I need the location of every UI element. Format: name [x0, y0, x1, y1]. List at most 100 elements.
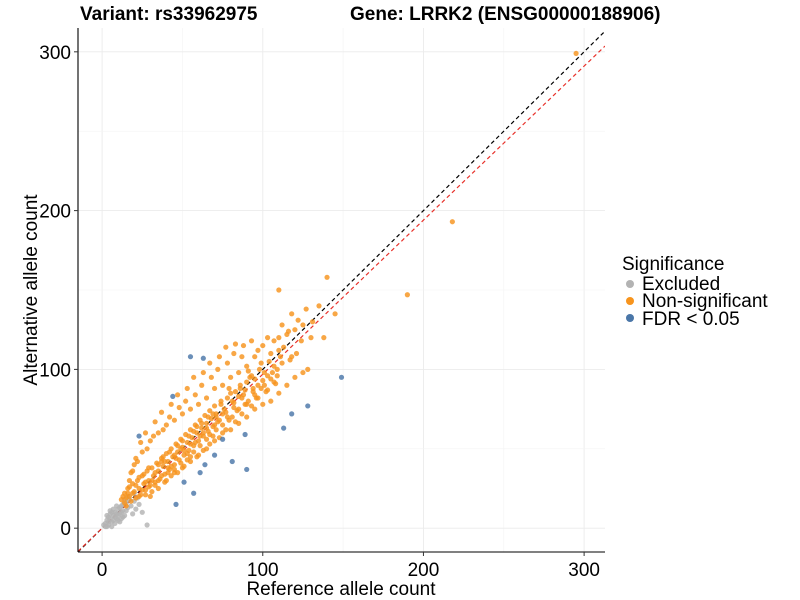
point-non-significant: [211, 403, 218, 409]
point-fdr-0-05: [197, 470, 203, 476]
point-non-significant: [236, 406, 242, 412]
point-non-significant: [168, 473, 174, 479]
point-non-significant: [155, 430, 161, 436]
point-non-significant: [305, 366, 311, 372]
point-non-significant: [264, 373, 271, 379]
identity-reference-line: [78, 30, 605, 552]
point-non-significant: [252, 406, 258, 412]
point-excluded: [136, 501, 142, 507]
point-non-significant: [199, 425, 205, 431]
point-non-significant: [269, 369, 276, 376]
tick-labels: 0 100 200 300 0 100 200 300: [39, 43, 600, 581]
legend-title: Significance: [622, 254, 724, 275]
y-tick-label: 300: [39, 43, 71, 64]
x-tick-label: 100: [247, 560, 279, 581]
point-non-significant: [184, 385, 190, 392]
point-non-significant: [121, 500, 128, 506]
point-excluded: [144, 522, 150, 528]
point-non-significant: [231, 350, 237, 357]
point-non-significant: [125, 490, 131, 496]
point-non-significant: [255, 382, 261, 388]
legend-label-excluded: Excluded: [642, 274, 720, 295]
point-non-significant: [149, 489, 155, 495]
point-non-significant: [324, 274, 330, 280]
point-excluded: [139, 509, 145, 515]
point-non-significant: [194, 423, 200, 430]
point-non-significant: [303, 306, 309, 312]
point-non-significant: [149, 477, 155, 484]
point-non-significant: [208, 374, 214, 380]
point-non-significant: [216, 417, 222, 423]
point-non-significant: [147, 438, 153, 444]
point-non-significant: [321, 335, 327, 341]
point-non-significant: [158, 409, 165, 415]
point-non-significant: [142, 492, 149, 498]
point-fdr-0-05: [181, 479, 187, 485]
point-non-significant: [210, 433, 216, 439]
point-non-significant: [236, 369, 242, 376]
point-fdr-0-05: [305, 403, 311, 409]
point-non-significant: [277, 354, 284, 360]
point-excluded: [130, 511, 136, 517]
point-excluded: [113, 503, 120, 509]
legend-swatch-non-significant: [626, 297, 634, 305]
point-non-significant: [260, 342, 266, 349]
axes: [77, 28, 605, 553]
point-excluded: [109, 523, 115, 530]
point-non-significant: [281, 344, 287, 350]
point-non-significant: [261, 369, 267, 376]
point-non-significant: [139, 487, 145, 493]
point-non-significant: [197, 443, 203, 449]
point-excluded: [118, 509, 124, 515]
point-non-significant: [213, 414, 219, 420]
point-non-significant: [176, 404, 182, 411]
point-non-significant: [256, 366, 263, 372]
point-non-significant: [220, 430, 226, 436]
point-fdr-0-05: [170, 393, 176, 399]
x-tick-label: 200: [408, 560, 440, 581]
x-tick-label: 300: [568, 560, 600, 581]
point-non-significant: [162, 479, 168, 485]
point-non-significant: [248, 403, 255, 409]
point-fdr-0-05: [200, 355, 206, 361]
point-non-significant: [242, 387, 248, 393]
point-non-significant: [239, 395, 245, 401]
point-non-significant: [276, 347, 282, 353]
y-tick-label: 200: [39, 202, 71, 223]
point-non-significant: [187, 454, 194, 460]
point-non-significant: [179, 411, 186, 417]
y-tick-label: 100: [39, 360, 71, 381]
point-fdr-0-05: [202, 462, 208, 468]
x-tick-label: 0: [97, 560, 108, 581]
point-non-significant: [218, 401, 224, 407]
point-non-significant: [142, 479, 149, 485]
point-non-significant: [244, 379, 250, 385]
point-non-significant: [139, 449, 145, 455]
point-non-significant: [268, 398, 274, 404]
point-non-significant: [252, 392, 258, 398]
point-non-significant: [203, 420, 210, 426]
point-non-significant: [186, 433, 192, 439]
point-non-significant: [175, 470, 181, 476]
point-non-significant: [224, 395, 231, 401]
point-non-significant: [133, 482, 139, 488]
point-non-significant: [226, 385, 232, 392]
point-non-significant: [237, 385, 243, 392]
point-excluded: [104, 512, 110, 519]
y-tick-label: 0: [60, 519, 71, 540]
point-non-significant: [144, 446, 150, 452]
point-non-significant: [264, 335, 271, 341]
point-excluded: [109, 509, 115, 515]
point-non-significant: [211, 438, 218, 444]
point-fdr-0-05: [187, 354, 194, 360]
point-non-significant: [274, 373, 280, 379]
point-non-significant: [179, 438, 186, 444]
point-non-significant: [195, 401, 202, 407]
point-non-significant: [128, 498, 134, 504]
point-non-significant: [211, 385, 218, 392]
point-non-significant: [168, 463, 174, 469]
point-non-significant: [274, 366, 280, 372]
point-non-significant: [295, 317, 301, 323]
point-non-significant: [207, 360, 213, 366]
point-non-significant: [248, 373, 255, 379]
